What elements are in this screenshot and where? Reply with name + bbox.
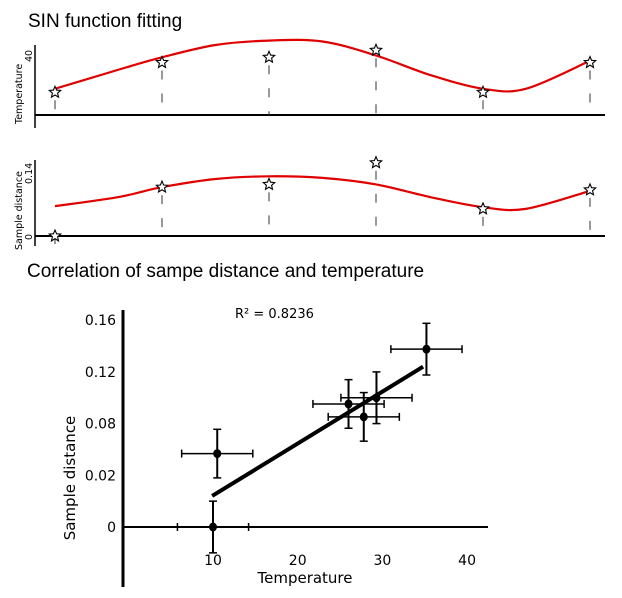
y-tick-label: 0 (107, 520, 116, 536)
scatter-point-with-error-bars (390, 322, 463, 376)
y-tick-label: 0.08 (85, 417, 116, 433)
scatter-point (209, 522, 217, 532)
scatter-point-with-error-bars (180, 428, 254, 479)
correlation-panel: Sample distance Temperature R² = 0.8236 … (61, 307, 488, 587)
data-point-star (368, 42, 384, 57)
data-point-star (154, 179, 170, 194)
x-tick-label: 20 (289, 553, 307, 569)
data-point-star (47, 228, 63, 243)
sin-fitting-title: SIN function fitting (28, 11, 182, 32)
data-point-star (261, 49, 277, 64)
scatter-point (372, 393, 381, 403)
data-point-star (47, 84, 63, 99)
scatter-point-with-error-bars (327, 391, 401, 442)
regression-line (211, 365, 425, 498)
data-point-star (582, 182, 598, 196)
x-tick-label: 10 (204, 553, 222, 569)
y-tick-label: 0.02 (85, 468, 116, 484)
data-point-star (475, 84, 491, 99)
r-squared-annotation: R² = 0.8236 (235, 307, 314, 322)
distance-panel: Sample distance 0.14 0 (14, 155, 605, 250)
temperature-panel: Temperature 40 (14, 38, 605, 128)
scatter-point (359, 412, 368, 422)
panel1-y-label: Temperature (14, 64, 25, 125)
panel2-sin-fit-curve (54, 175, 591, 212)
data-point-star (154, 55, 170, 69)
scatter-y-label: Sample distance (61, 416, 79, 541)
scatter-point (344, 399, 353, 409)
x-tick-label: 40 (458, 553, 476, 569)
panel2-y-label: Sample distance (14, 171, 25, 250)
panel2-ytick-0: 0 (24, 234, 35, 240)
y-tick-label: 0.16 (85, 313, 116, 329)
scatter-point-with-error-bars (340, 371, 413, 425)
y-tick-label: 0.12 (85, 365, 116, 381)
panel2-ytick-014: 0.14 (24, 163, 35, 184)
data-point-star (582, 55, 598, 69)
data-point-star (261, 176, 277, 191)
scatter-point-with-error-bars (176, 500, 250, 554)
x-tick-label: 30 (373, 553, 391, 569)
scatter-point (213, 449, 222, 459)
scatter-point-with-error-bars (312, 378, 385, 430)
panel1-sin-fit-curve (54, 38, 591, 93)
correlation-title: Correlation of sampe distance and temper… (27, 261, 424, 282)
panel1-ytick-40: 40 (24, 50, 35, 62)
scatter-point (422, 344, 431, 354)
data-point-star (475, 201, 491, 215)
scatter-x-label: Temperature (256, 569, 352, 587)
data-point-star (368, 155, 384, 169)
